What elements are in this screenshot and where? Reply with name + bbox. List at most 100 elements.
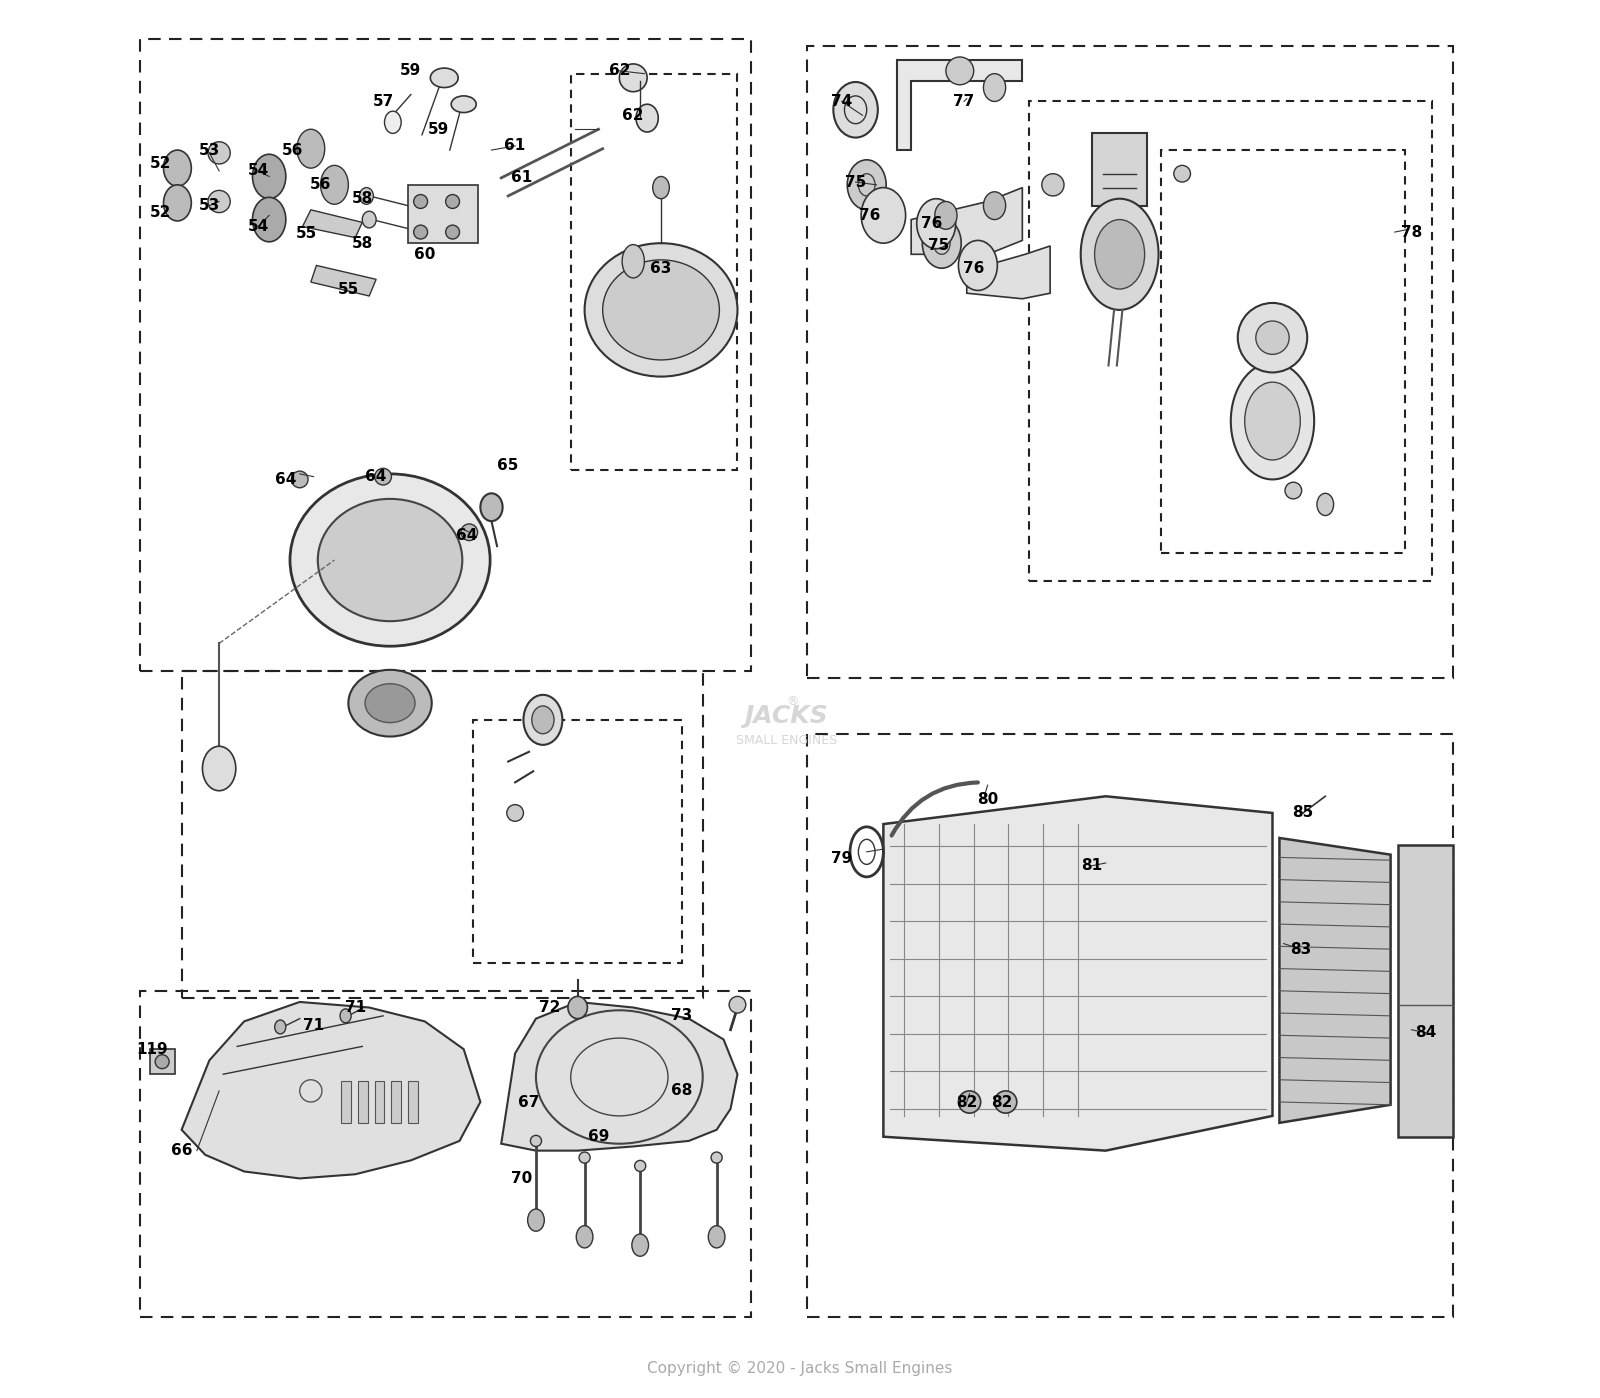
Text: 54: 54 [248,164,269,179]
Text: 84: 84 [1414,1025,1435,1040]
Ellipse shape [414,194,427,208]
Ellipse shape [430,69,458,88]
Text: 59: 59 [400,63,421,78]
Text: 61: 61 [504,138,526,154]
Ellipse shape [1285,482,1302,499]
Text: 66: 66 [171,1144,192,1158]
Ellipse shape [934,201,957,229]
Ellipse shape [446,194,459,208]
Ellipse shape [1080,199,1158,310]
Bar [1091,133,1147,206]
Ellipse shape [1174,165,1190,182]
Ellipse shape [848,159,886,210]
Ellipse shape [414,225,427,239]
Ellipse shape [291,471,309,488]
Ellipse shape [362,211,376,228]
Polygon shape [302,210,362,238]
Ellipse shape [632,1234,648,1257]
Ellipse shape [208,190,230,212]
Ellipse shape [523,695,562,745]
Polygon shape [181,1002,480,1179]
Polygon shape [910,187,1022,254]
Ellipse shape [579,1152,590,1163]
Ellipse shape [320,165,349,204]
Ellipse shape [584,243,738,376]
Text: 68: 68 [670,1083,693,1099]
Ellipse shape [984,74,1006,102]
Ellipse shape [528,1209,544,1232]
Text: 64: 64 [365,470,387,484]
Ellipse shape [461,524,477,541]
Text: 85: 85 [1293,805,1314,821]
Text: 61: 61 [512,171,533,186]
Ellipse shape [374,468,392,485]
Text: 80: 80 [978,791,998,807]
Ellipse shape [984,192,1006,219]
Ellipse shape [451,96,477,113]
Ellipse shape [576,1226,594,1248]
Ellipse shape [922,218,962,268]
Text: 74: 74 [830,94,853,109]
Ellipse shape [1042,173,1064,196]
Text: 53: 53 [198,143,221,158]
Polygon shape [883,797,1272,1151]
Bar [150,1048,174,1074]
Text: 56: 56 [310,178,331,193]
Ellipse shape [318,499,462,621]
Bar [1397,844,1453,1137]
Ellipse shape [568,997,587,1019]
Ellipse shape [635,1160,646,1172]
Ellipse shape [290,474,490,646]
Ellipse shape [360,187,373,204]
Ellipse shape [480,493,502,521]
Text: 62: 62 [608,63,630,78]
Text: 53: 53 [198,199,221,212]
Ellipse shape [861,187,906,243]
Ellipse shape [203,747,235,791]
Text: 69: 69 [587,1130,610,1144]
Ellipse shape [446,225,459,239]
Ellipse shape [1256,322,1290,354]
Text: SMALL ENGINES: SMALL ENGINES [736,734,837,747]
Text: 73: 73 [672,1008,693,1023]
Ellipse shape [163,150,192,186]
Text: 82: 82 [957,1095,978,1110]
Bar [408,1081,418,1123]
Text: 76: 76 [963,260,984,275]
Ellipse shape [730,997,746,1014]
Ellipse shape [298,129,325,168]
Text: 52: 52 [150,157,171,172]
Text: 76: 76 [922,217,942,231]
Text: 65: 65 [498,459,518,473]
Text: 62: 62 [622,108,643,123]
Text: 63: 63 [650,260,672,275]
Ellipse shape [163,185,192,221]
Polygon shape [1280,837,1390,1123]
Ellipse shape [349,670,432,737]
Bar [392,1081,402,1123]
Polygon shape [966,246,1050,299]
Text: 52: 52 [150,206,171,219]
Text: 59: 59 [429,122,450,137]
Text: 76: 76 [859,208,880,222]
Ellipse shape [637,105,658,131]
Text: 57: 57 [373,94,394,109]
Text: 67: 67 [518,1095,539,1110]
Ellipse shape [1230,362,1314,480]
Ellipse shape [710,1152,722,1163]
Ellipse shape [384,112,402,133]
Ellipse shape [341,1009,350,1023]
Text: 77: 77 [954,94,974,109]
Text: 54: 54 [248,219,269,233]
Polygon shape [310,266,376,296]
Text: 58: 58 [352,236,373,250]
Ellipse shape [253,154,286,199]
Text: 56: 56 [282,143,304,158]
Ellipse shape [1094,219,1144,289]
Ellipse shape [622,245,645,278]
Text: 83: 83 [1290,942,1310,956]
Ellipse shape [619,64,646,92]
Ellipse shape [1238,303,1307,372]
Ellipse shape [365,684,414,723]
Ellipse shape [946,57,974,85]
